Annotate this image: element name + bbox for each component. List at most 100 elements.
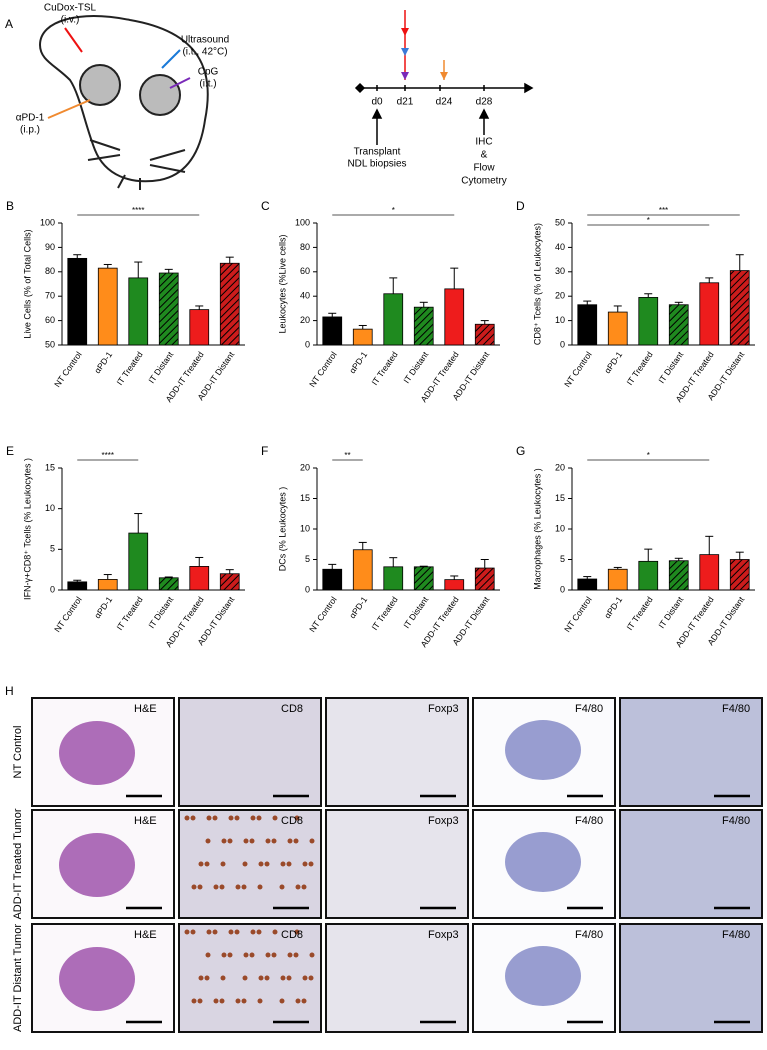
timeline (354, 10, 534, 145)
micrograph (325, 697, 469, 807)
bar (699, 554, 720, 591)
stain-dot (242, 861, 248, 867)
y-tick-label: 80 (45, 266, 55, 276)
x-tick-label: αPD-1 (92, 594, 114, 620)
bar (729, 559, 750, 591)
y-tick-label: 20 (300, 315, 310, 325)
stain-dot (198, 975, 204, 981)
stain-dot (220, 975, 226, 981)
stain-dot (257, 998, 263, 1004)
bar (219, 573, 240, 591)
timeline-note: Flow (473, 163, 495, 174)
column-label: H&E (134, 703, 157, 715)
x-tick-label: αPD-1 (602, 594, 624, 620)
bar (668, 304, 689, 346)
stain-dot (293, 838, 299, 844)
panel-label: F (261, 444, 268, 458)
tissue (59, 721, 135, 785)
drug-label: (i.t.) (199, 79, 216, 90)
stain-dot (220, 861, 226, 867)
significance-label: * (647, 216, 650, 225)
timeline-note: Cytometry (461, 176, 507, 187)
bar (383, 566, 404, 591)
bar (97, 579, 118, 591)
drug-label: (i.v.) (61, 15, 80, 26)
stain-dot (280, 861, 286, 867)
bar (352, 328, 373, 346)
micrograph (619, 809, 763, 919)
column-label: F4/80 (722, 929, 750, 941)
stain-dot (256, 815, 262, 821)
stain-dot (250, 929, 256, 935)
column-label: F4/80 (722, 703, 750, 715)
stain-dot (197, 884, 203, 890)
panel-label: E (6, 444, 14, 458)
bar (444, 288, 465, 346)
stain-dot (295, 998, 301, 1004)
bar (444, 579, 465, 591)
stain-dot (219, 884, 225, 890)
stain-dot (197, 998, 203, 1004)
x-tick-label: NT Control (562, 350, 594, 389)
micrograph (325, 809, 469, 919)
drug-label: CpG (198, 67, 219, 78)
bar (474, 323, 495, 346)
stain-dot (191, 884, 197, 890)
bar (607, 568, 628, 591)
bar (128, 532, 149, 591)
y-axis-label: Macrophages (% Leukocytes ) (532, 468, 542, 590)
stain-dot (228, 815, 234, 821)
bar (699, 282, 720, 346)
bar (413, 566, 434, 591)
bar (474, 567, 495, 591)
column-label: F4/80 (575, 703, 603, 715)
x-tick-label: IT Distant (656, 594, 685, 630)
stain-dot (258, 861, 264, 867)
x-tick-label: IT Treated (624, 594, 654, 632)
bar (383, 293, 404, 346)
stain-dot (250, 815, 256, 821)
bar (67, 257, 88, 346)
stain-dot (184, 815, 190, 821)
x-tick-label: αPD-1 (347, 349, 369, 375)
y-tick-label: 10 (45, 503, 55, 513)
bar (67, 581, 88, 591)
y-axis-label: DCs (% Leukocytes ) (277, 487, 287, 572)
timeline-note: NDL biopsies (347, 159, 406, 170)
x-tick-label: IT Distant (146, 349, 175, 385)
drug-label: Ultrasound (181, 35, 229, 46)
stain-dot (301, 998, 307, 1004)
stain-dot (198, 861, 204, 867)
x-tick-label: αPD-1 (347, 594, 369, 620)
stain-dot (257, 884, 263, 890)
tissue (505, 832, 581, 892)
x-tick-label: IT Distant (146, 594, 175, 630)
stain-dot (228, 929, 234, 935)
arrows (47, 27, 191, 119)
stain-dot (258, 975, 264, 981)
bar (638, 560, 659, 591)
mouse-drawing (38, 15, 209, 190)
stain-dot (243, 952, 249, 958)
bar (189, 309, 210, 346)
day-label: d24 (436, 97, 453, 108)
column-label: CD8 (281, 703, 303, 715)
x-tick-label: IT Treated (624, 349, 654, 387)
y-axis-label: Leukocytes (%Live cells) (277, 234, 287, 333)
significance-label: * (647, 451, 650, 460)
stain-dot (302, 975, 308, 981)
stain-dot (191, 998, 197, 1004)
stain-dot (308, 861, 314, 867)
column-label: F4/80 (722, 815, 750, 827)
micrograph (619, 923, 763, 1033)
stain-dot (309, 952, 315, 958)
drug-label: CuDox-TSL (44, 3, 97, 14)
stain-dot (235, 884, 241, 890)
x-tick-label: αPD-1 (92, 349, 114, 375)
stain-dot (272, 929, 278, 935)
bar (607, 311, 628, 346)
stain-dot (227, 952, 233, 958)
drug-label: αPD-1 (16, 113, 45, 124)
tissue (505, 946, 581, 1006)
stain-dot (256, 929, 262, 935)
